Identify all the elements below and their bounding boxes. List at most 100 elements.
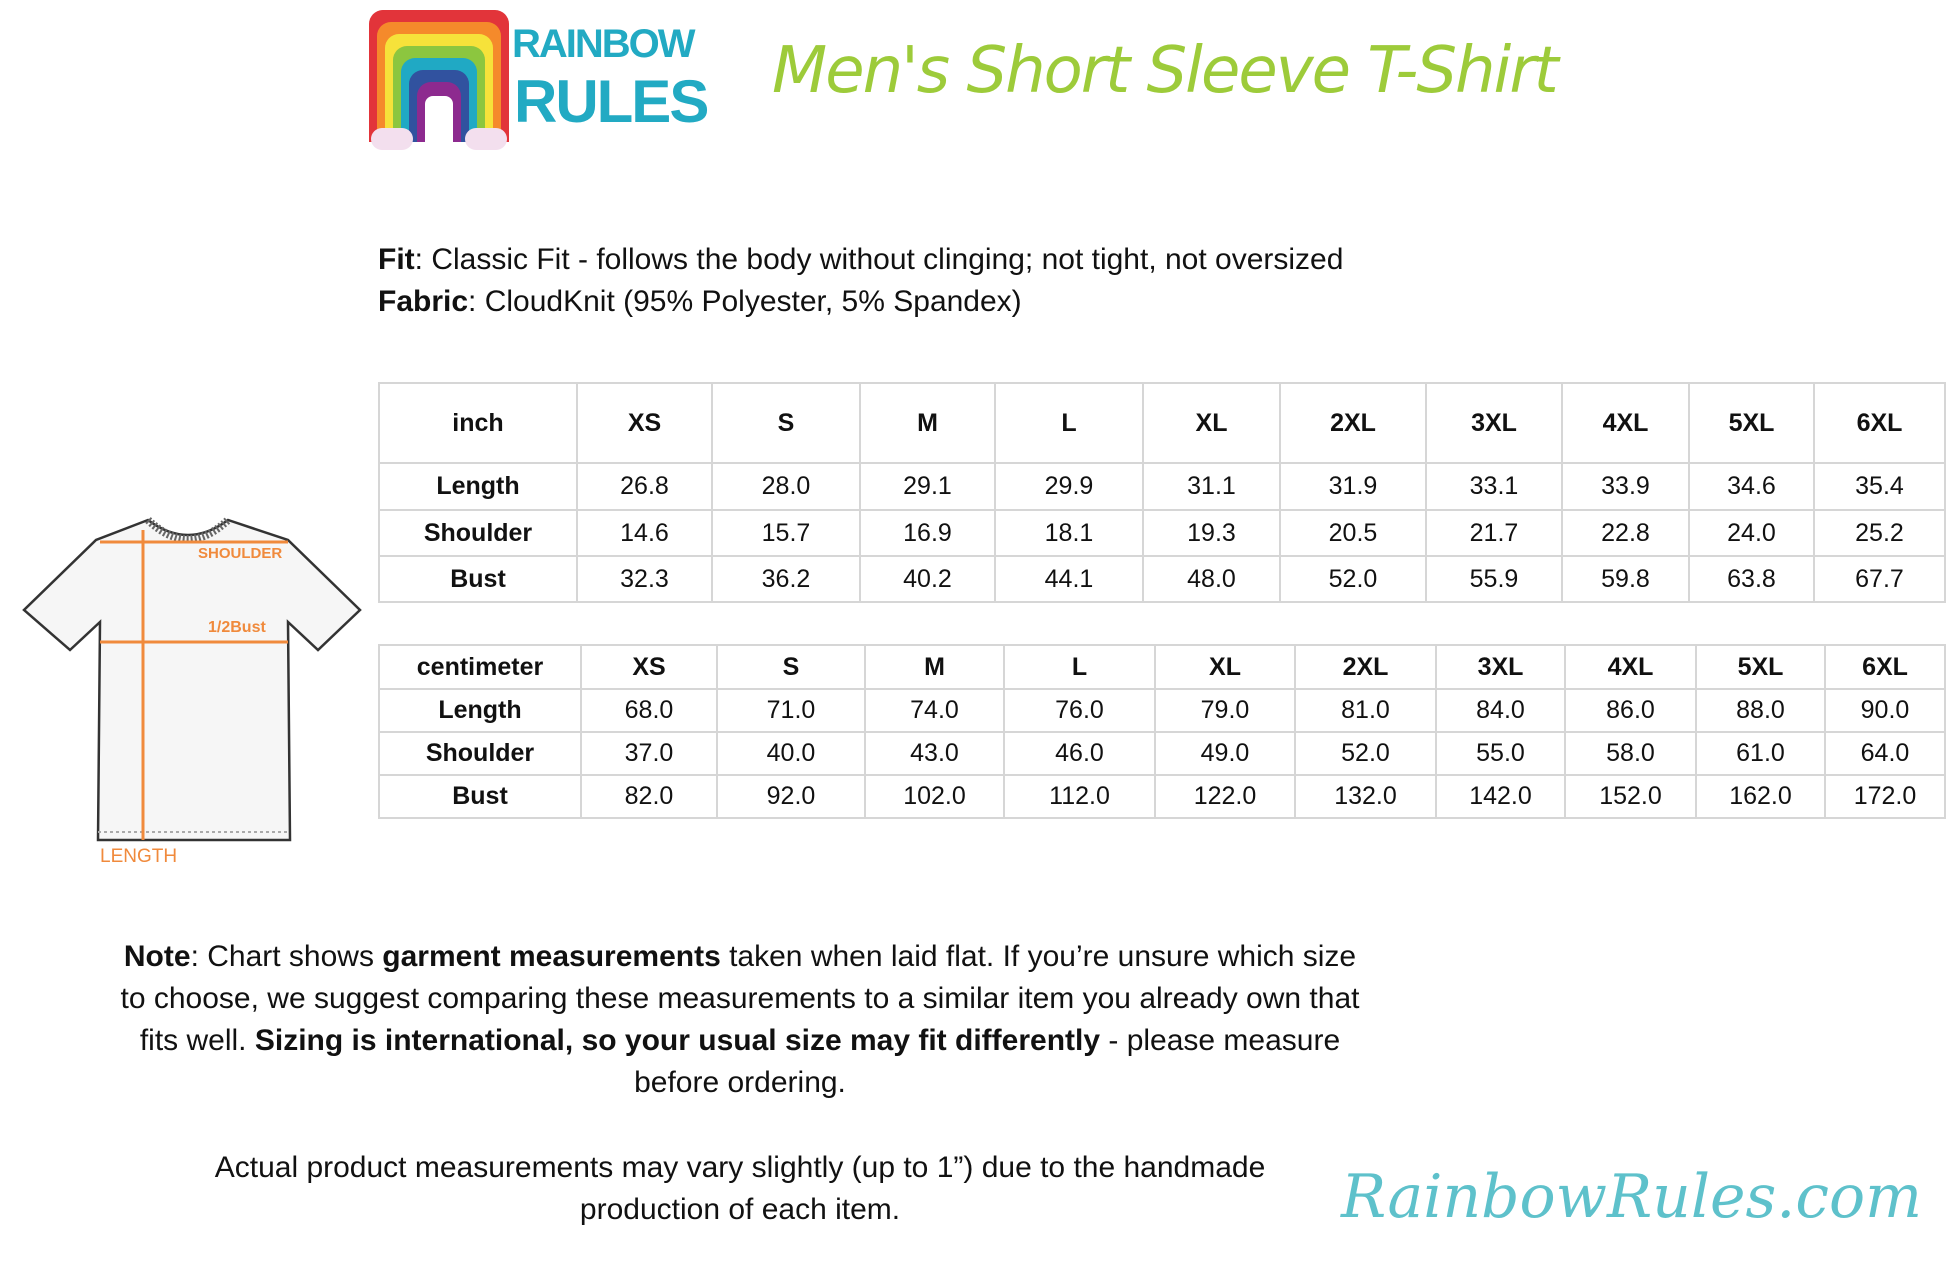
table-row: Length 68.0 71.0 74.0 76.0 79.0 81.0 84.0 86.0 88… — [378, 688, 1946, 733]
measurement-cell: 152.0 — [1564, 774, 1697, 819]
note-label: Note — [123, 940, 191, 973]
bust-label: 1/2Bust — [208, 619, 266, 636]
size-header: XL — [1142, 382, 1281, 464]
measurement-cell: 37.0 — [580, 731, 718, 776]
size-header: XS — [580, 644, 718, 690]
size-header: 4XL — [1564, 644, 1697, 690]
measurement-cell: 29.1 — [859, 462, 996, 511]
measurement-cell: 64.0 — [1824, 731, 1946, 776]
measurement-cell: 46.0 — [1003, 731, 1156, 776]
measurement-cell: 31.1 — [1142, 462, 1281, 511]
measurement-cell: 49.0 — [1154, 731, 1296, 776]
measurement-cell: 28.0 — [711, 462, 861, 511]
size-header: 3XL — [1435, 644, 1566, 690]
size-header: 6XL — [1813, 382, 1946, 464]
measurement-cell: 43.0 — [864, 731, 1005, 776]
measurement-cell: 90.0 — [1824, 688, 1946, 733]
size-header: M — [859, 382, 996, 464]
measurement-label: Shoulder — [378, 731, 582, 776]
measurement-cell: 102.0 — [864, 774, 1005, 819]
measurement-cell: 32.3 — [576, 555, 713, 603]
measurement-cell: 44.1 — [994, 555, 1144, 603]
measurement-cell: 55.0 — [1435, 731, 1566, 776]
measurement-cell: 34.6 — [1688, 462, 1815, 511]
measurement-cell: 55.9 — [1425, 555, 1563, 603]
note-bold: Sizing is international, so your usual s… — [254, 1024, 1101, 1057]
measurement-cell: 26.8 — [576, 462, 713, 511]
size-header: S — [716, 644, 866, 690]
tshirt-diagram: SHOULDER 1/2Bust LENGTH — [22, 517, 362, 867]
measurement-cell: 122.0 — [1154, 774, 1296, 819]
size-header: 3XL — [1425, 382, 1563, 464]
measurement-cell: 59.8 — [1561, 555, 1690, 603]
measurement-cell: 48.0 — [1142, 555, 1281, 603]
website-logo: RainbowRules.com — [1340, 1162, 1922, 1232]
tshirt-collar — [145, 517, 231, 543]
measurement-cell: 24.0 — [1688, 509, 1815, 557]
measurement-cell: 76.0 — [1003, 688, 1156, 733]
note-paragraph: Note: Chart shows garment measurements t… — [110, 936, 1370, 1104]
measurement-label: Bust — [378, 555, 578, 603]
measurement-cell: 14.6 — [576, 509, 713, 557]
measurement-cell: 21.7 — [1425, 509, 1563, 557]
shoulder-label: SHOULDER — [198, 545, 282, 562]
measurement-cell: 35.4 — [1813, 462, 1946, 511]
measurement-cell: 71.0 — [716, 688, 866, 733]
measurement-label: Bust — [378, 774, 582, 819]
measurement-label: Shoulder — [378, 509, 578, 557]
measurement-cell: 68.0 — [580, 688, 718, 733]
size-header: 2XL — [1294, 644, 1437, 690]
inch-size-table: inch XS S M L XL 2XL 3XL 4XL 5XL 6XL Length 26.8 28.0… — [378, 382, 1946, 603]
size-header: 6XL — [1824, 644, 1946, 690]
measurement-cell: 67.7 — [1813, 555, 1946, 603]
logo-text-rainbow: RAINBOW — [512, 22, 696, 66]
table-row: Bust 32.3 36.2 40.2 44.1 48.0 52.0 55.9 59.8 63.8… — [378, 555, 1946, 603]
measurement-cell: 33.1 — [1425, 462, 1563, 511]
size-header: 5XL — [1695, 644, 1826, 690]
measurement-cell: 25.2 — [1813, 509, 1946, 557]
fit-value: : Classic Fit - follows the body without… — [414, 243, 1344, 276]
fit-spec: Fit: Classic Fit - follows the body with… — [378, 243, 1343, 277]
cm-size-table: centimeter XS S M L XL 2XL 3XL 4XL 5XL 6XL Length 68… — [378, 644, 1946, 819]
size-header: 4XL — [1561, 382, 1690, 464]
measurement-cell: 82.0 — [580, 774, 718, 819]
measurement-cell: 40.0 — [716, 731, 866, 776]
measurement-cell: 112.0 — [1003, 774, 1156, 819]
measurement-cell: 52.0 — [1294, 731, 1437, 776]
length-label: LENGTH — [100, 846, 177, 867]
unit-header: inch — [378, 382, 578, 464]
measurement-cell: 22.8 — [1561, 509, 1690, 557]
note-text: taken when laid flat. If you’re unsure w… — [120, 940, 1360, 1057]
table-header-row: centimeter XS S M L XL 2XL 3XL 4XL 5XL 6XL — [378, 644, 1946, 690]
measurement-cell: 142.0 — [1435, 774, 1566, 819]
measurement-cell: 58.0 — [1564, 731, 1697, 776]
measurement-cell: 31.9 — [1279, 462, 1427, 511]
page-title: Men's Short Sleeve T-Shirt — [772, 34, 1559, 108]
size-header: L — [994, 382, 1144, 464]
measurement-cell: 172.0 — [1824, 774, 1946, 819]
size-header: XS — [576, 382, 713, 464]
measurement-cell: 29.9 — [994, 462, 1144, 511]
measurement-cell: 162.0 — [1695, 774, 1826, 819]
measurement-cell: 84.0 — [1435, 688, 1566, 733]
note-text: - please measure before ordering. — [634, 1024, 1341, 1099]
table-row: Bust 82.0 92.0 102.0 112.0 122.0 132.0 142.0 152… — [378, 774, 1946, 819]
measurement-cell: 18.1 — [994, 509, 1144, 557]
measurement-cell: 92.0 — [716, 774, 866, 819]
fabric-spec: Fabric: CloudKnit (95% Polyester, 5% Spa… — [378, 285, 1022, 319]
tshirt-outline — [22, 518, 362, 842]
measurement-cell: 19.3 — [1142, 509, 1281, 557]
table-row: Shoulder 37.0 40.0 43.0 46.0 49.0 52.0 55.0 58.0… — [378, 731, 1946, 776]
fabric-label: Fabric — [378, 285, 469, 318]
measurement-cell: 61.0 — [1695, 731, 1826, 776]
size-header: 5XL — [1688, 382, 1815, 464]
table-header-row: inch XS S M L XL 2XL 3XL 4XL 5XL 6XL — [378, 382, 1946, 464]
measurement-cell: 63.8 — [1688, 555, 1815, 603]
measurement-cell: 40.2 — [859, 555, 996, 603]
size-header: S — [711, 382, 861, 464]
fabric-value: : CloudKnit (95% Polyester, 5% Spandex) — [468, 285, 1022, 318]
fit-label: Fit — [378, 243, 415, 276]
measurement-cell: 33.9 — [1561, 462, 1690, 511]
logo-text-rules: RULES — [514, 68, 709, 135]
measurement-cell: 52.0 — [1279, 555, 1427, 603]
